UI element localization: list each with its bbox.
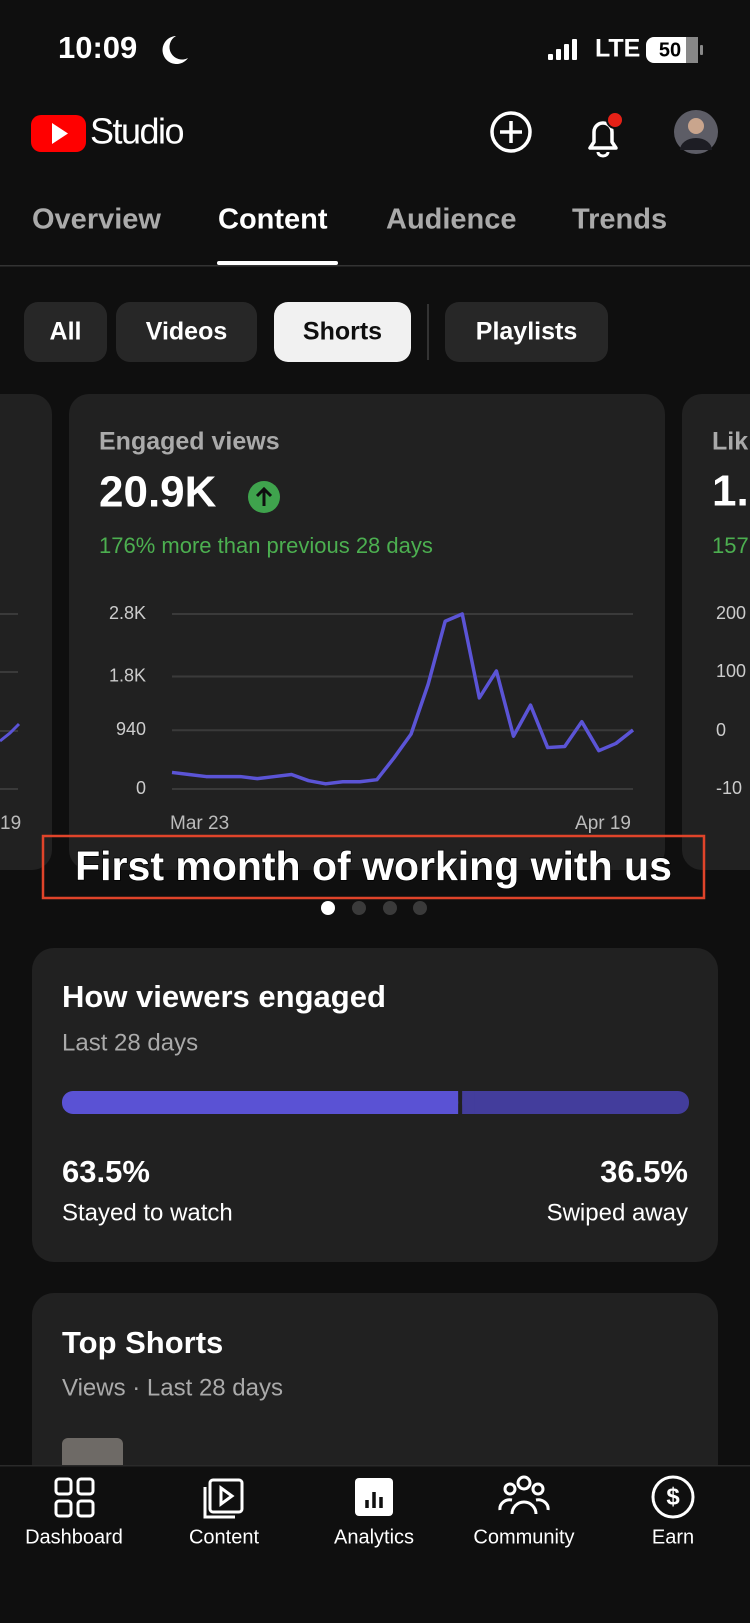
segment-name: Swiped away: [547, 1199, 688, 1226]
nav-label[interactable]: Earn: [652, 1526, 694, 1548]
nav-label[interactable]: Content: [189, 1526, 259, 1548]
side-card[interactable]: [0, 394, 52, 870]
side-value: 1.: [712, 467, 749, 516]
side-y-label: 200: [716, 603, 746, 623]
y-tick-label: 2.8K: [109, 603, 146, 623]
annotation: First month of working with us: [75, 843, 672, 889]
split-segment-edge: [446, 1091, 459, 1114]
data-line: [171, 612, 635, 786]
avatar[interactable]: [674, 110, 718, 154]
nav-divider: [0, 1465, 750, 1467]
engagement-subtitle: Last 28 days: [62, 1029, 198, 1056]
battery-label: 50: [659, 39, 681, 61]
carousel: 19 Lik 1. 157 200 100 0 -10: [0, 394, 750, 870]
side-card[interactable]: [682, 394, 750, 870]
split-segment-edge: [462, 1091, 475, 1114]
tab[interactable]: Trends: [572, 204, 667, 236]
app-title: Studio: [90, 111, 184, 152]
create-button[interactable]: [490, 111, 532, 153]
trend-up-icon: [248, 481, 280, 513]
nav-label[interactable]: Community: [473, 1526, 574, 1548]
y-tick-label: 1.8K: [109, 665, 146, 685]
x-tick-label: Apr 19: [575, 813, 631, 834]
side-line: [0, 722, 21, 743]
side-x-label: 19: [0, 813, 21, 834]
notifications-button[interactable]: [588, 111, 624, 158]
analytics-icon-bars: [365, 1492, 383, 1508]
tab-active[interactable]: Content: [218, 204, 328, 236]
chip[interactable]: [24, 302, 107, 362]
x-tick-label: Mar 23: [170, 813, 229, 834]
earn-icon-glyph: $: [666, 1483, 680, 1510]
line-chart: 0 940 1.8K 2.8K Mar 23 Apr 19: [109, 603, 635, 834]
side-y-label: 100: [716, 661, 746, 681]
y-tick-label: 0: [136, 778, 146, 798]
chip-selected[interactable]: [274, 302, 411, 362]
split-segment: [462, 1091, 689, 1114]
tab[interactable]: Audience: [386, 204, 517, 236]
signal-icon: [548, 39, 577, 60]
chip-label[interactable]: Shorts: [303, 318, 382, 346]
battery-empty: [686, 37, 698, 63]
metric-value: 20.9K: [99, 468, 217, 517]
page-dot[interactable]: [352, 901, 366, 915]
side-y-label: 0: [716, 720, 726, 740]
network-label: LTE: [595, 35, 640, 63]
metric-comparison: 176% more than previous 28 days: [99, 533, 433, 558]
percent-label: 63.5%: [62, 1154, 150, 1189]
chip-label[interactable]: Videos: [146, 318, 228, 346]
y-tick-label: 940: [116, 719, 146, 739]
page-dot[interactable]: [383, 901, 397, 915]
chip[interactable]: [445, 302, 608, 362]
top-shorts-subtitle: Views · Last 28 days: [62, 1374, 283, 1401]
split-bar: [62, 1091, 689, 1114]
page-dot[interactable]: [413, 901, 427, 915]
annotation-box: [41, 834, 706, 900]
logo-play: [52, 123, 68, 144]
split-segment: [62, 1091, 459, 1114]
tab-underline: [217, 261, 338, 265]
battery-tip: [700, 45, 703, 55]
page-dot-active[interactable]: [321, 901, 335, 915]
nav-label[interactable]: Dashboard: [25, 1526, 123, 1548]
top-shorts-title: Top Shorts: [62, 1325, 223, 1360]
metric-card[interactable]: [69, 394, 665, 870]
status-time: 10:09: [58, 30, 137, 65]
engagement-title: How viewers engaged: [62, 979, 386, 1014]
chip-label[interactable]: All: [50, 318, 82, 346]
chip-separator: [427, 304, 429, 360]
tab[interactable]: Overview: [32, 204, 161, 236]
tab-divider: [0, 265, 750, 267]
side-comparison: 157: [712, 533, 749, 558]
side-title: Lik: [712, 428, 748, 456]
moon-icon: [162, 36, 188, 64]
percent-label: 36.5%: [600, 1154, 688, 1189]
chip-label[interactable]: Playlists: [476, 318, 577, 346]
metric-title: Engaged views: [99, 428, 280, 456]
nav-icons: [54, 1475, 695, 1519]
segment-name: Stayed to watch: [62, 1199, 233, 1226]
nav-label[interactable]: Analytics: [334, 1526, 414, 1548]
battery: [646, 37, 698, 63]
side-y-label: -10: [716, 778, 742, 798]
chip[interactable]: [116, 302, 257, 362]
